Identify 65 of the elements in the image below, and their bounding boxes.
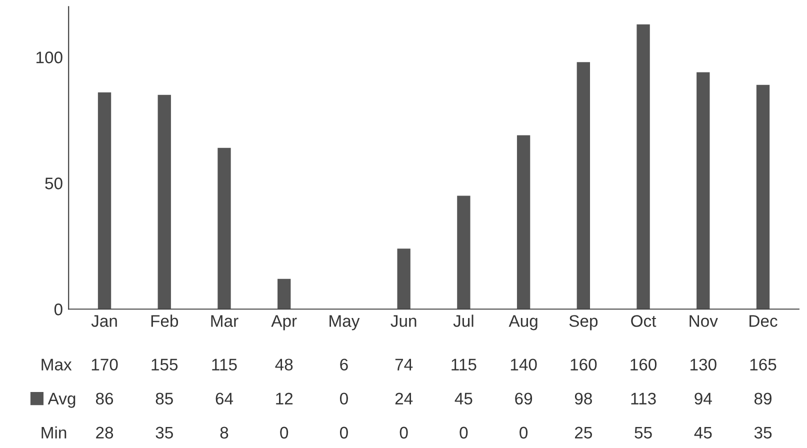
text: 165 xyxy=(750,358,776,370)
bar xyxy=(397,248,410,310)
text: 160 xyxy=(570,358,597,370)
data-label: 86 xyxy=(96,392,114,405)
text: 25 xyxy=(574,426,592,439)
y-tick-label: 0 xyxy=(54,304,62,316)
x-tick-label: Jun xyxy=(390,315,416,327)
data-label: 113 xyxy=(631,392,656,405)
x-tick-label: Sep xyxy=(569,315,598,330)
x-tick-label: Mar xyxy=(211,315,238,327)
data-label: 64 xyxy=(216,392,234,405)
x-tick-label: Oct xyxy=(631,315,656,327)
text: 28 xyxy=(96,426,114,439)
data-label: 69 xyxy=(515,392,532,405)
x-tick-label: Dec xyxy=(750,315,778,327)
data-label: 94 xyxy=(694,392,712,405)
bar xyxy=(158,94,171,310)
bar xyxy=(516,135,530,310)
data-label: 85 xyxy=(156,392,173,405)
text: 6 xyxy=(340,358,348,370)
bar xyxy=(457,196,470,310)
text: 140 xyxy=(510,358,537,370)
text: Max xyxy=(42,358,72,370)
data-label: 0 xyxy=(340,392,348,405)
x-tick-label: Jul xyxy=(453,314,474,327)
data-label: 24 xyxy=(395,392,413,404)
text: 0 xyxy=(460,426,468,439)
bar xyxy=(576,62,590,310)
text: 55 xyxy=(634,426,652,439)
x-tick-label: Jan xyxy=(91,315,117,327)
bar xyxy=(696,72,710,310)
bar xyxy=(636,24,650,310)
y-tick-label: 50 xyxy=(45,178,62,190)
text: 35 xyxy=(754,426,772,439)
text: 48 xyxy=(275,358,293,370)
data-label: 98 xyxy=(574,392,592,405)
text: 0 xyxy=(340,426,348,439)
bar xyxy=(756,84,770,310)
text: 45 xyxy=(694,426,712,439)
x-tick-label: Nov xyxy=(690,315,718,327)
text: 170 xyxy=(92,358,118,370)
text: 115 xyxy=(452,358,476,370)
bar xyxy=(98,92,112,310)
text: 8 xyxy=(220,426,228,439)
bar xyxy=(278,278,291,310)
text: 35 xyxy=(156,426,173,439)
x-tick-label: Feb xyxy=(151,314,178,327)
y-tick-label: 100 xyxy=(36,52,62,64)
x-tick-label: May xyxy=(330,315,360,330)
text: 0 xyxy=(280,426,288,439)
x-tick-label: Apr xyxy=(271,315,297,330)
legend-label: Avg xyxy=(48,392,76,408)
text: 115 xyxy=(212,358,237,370)
text: 74 xyxy=(395,358,413,370)
x-tick-label: Aug xyxy=(508,315,538,330)
data-label: 45 xyxy=(454,392,472,405)
data-label: 89 xyxy=(754,392,772,405)
text: 160 xyxy=(630,358,657,370)
text: 130 xyxy=(690,358,716,370)
text: 0 xyxy=(400,426,408,439)
bar xyxy=(218,148,231,310)
text: 0 xyxy=(520,426,528,439)
text: 155 xyxy=(152,358,178,370)
text: Min xyxy=(42,426,66,438)
data-label: 12 xyxy=(276,392,293,404)
